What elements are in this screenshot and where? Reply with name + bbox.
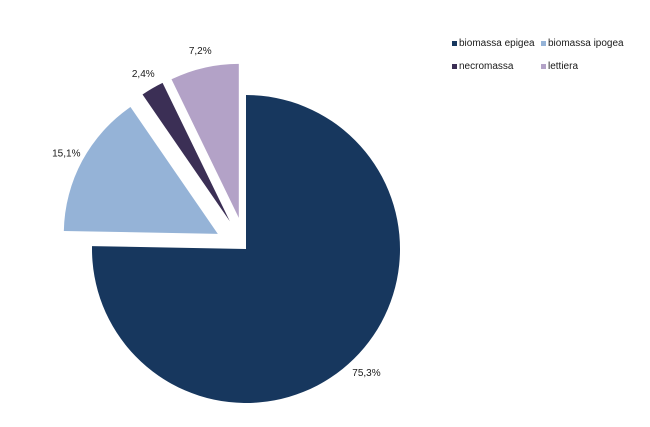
pie-slice-biomassa-ipogea (63, 107, 218, 234)
legend-swatch-necromassa (452, 64, 457, 69)
legend-item-biomassa-epigea: biomassa epigea (452, 38, 535, 49)
legend-label-lettiera: lettiera (548, 61, 578, 72)
pie-slice-necromassa (142, 82, 230, 222)
legend-item-biomassa-ipogea: biomassa ipogea (541, 38, 624, 49)
legend-label-biomassa-epigea: biomassa epigea (459, 38, 535, 49)
data-label-biomassa-ipogea: 15,1% (52, 148, 80, 159)
legend-swatch-lettiera (541, 64, 546, 69)
legend-item-necromassa: necromassa (452, 61, 514, 72)
legend-label-necromassa: necromassa (459, 61, 514, 72)
data-label-biomassa-epigea: 75,3% (352, 368, 380, 379)
data-label-necromassa: 2,4% (132, 69, 155, 80)
pie-slice-lettiera (171, 63, 239, 218)
legend-label-biomassa-ipogea: biomassa ipogea (548, 38, 624, 49)
legend: biomassa epigea biomassa ipogea necromassa… (452, 38, 624, 72)
data-label-lettiera: 7,2% (189, 46, 212, 57)
legend-swatch-biomassa-epigea (452, 41, 457, 46)
pie-data-labels: 75,3% 15,1% 2,4% 7,2% (52, 46, 381, 379)
pie-slices (63, 63, 400, 403)
legend-swatch-biomassa-ipogea (541, 41, 546, 46)
pie-slice-biomassa-epigea (92, 95, 400, 403)
legend-item-lettiera: lettiera (541, 61, 578, 72)
